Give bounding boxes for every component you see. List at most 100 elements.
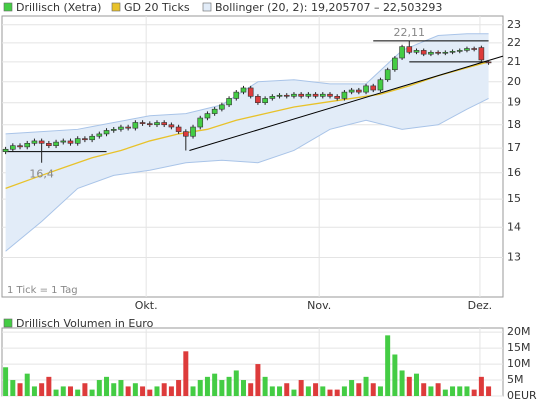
annotation: 22,11 xyxy=(394,26,426,39)
candle-body xyxy=(2,148,9,152)
y-tick-label: 20M xyxy=(507,325,531,338)
volume-bar xyxy=(82,383,88,396)
volume-bar xyxy=(341,386,347,396)
bollinger-lower xyxy=(5,97,489,252)
volume-bar xyxy=(161,383,167,396)
candle-body xyxy=(103,130,110,135)
candle-body xyxy=(384,69,391,81)
candle-body xyxy=(276,94,283,97)
candle-body xyxy=(377,79,384,91)
candle-body xyxy=(327,93,333,97)
y-tick-label: 14 xyxy=(507,220,521,233)
y-tick-label: 18 xyxy=(507,118,521,131)
legend-label: GD 20 Ticks xyxy=(124,1,190,14)
candle-body xyxy=(89,135,95,141)
volume-bar xyxy=(363,376,369,396)
volume-bar xyxy=(31,386,37,396)
candle-body xyxy=(74,138,81,144)
legend-swatch xyxy=(3,2,13,12)
volume-bar xyxy=(385,335,391,396)
y-tick-label: 0EUR xyxy=(507,389,537,401)
candle-body xyxy=(125,126,131,129)
volume-bar xyxy=(219,380,225,396)
y-tick-label: 15 xyxy=(507,192,521,205)
candle-body xyxy=(305,93,312,97)
candle-body xyxy=(449,51,456,53)
candle-body xyxy=(478,47,485,61)
volume-bar xyxy=(370,383,376,396)
candle-body xyxy=(175,126,182,132)
candle-body xyxy=(435,51,441,54)
candle-body xyxy=(46,143,52,146)
y-tick-label: 13 xyxy=(507,250,521,263)
volume-bar xyxy=(60,386,66,396)
candle-body xyxy=(132,122,139,129)
candle-body xyxy=(168,124,175,128)
y-tick-label: 21 xyxy=(507,55,521,68)
volume-bar xyxy=(147,389,153,396)
volume-bar xyxy=(226,376,232,396)
candle-body xyxy=(312,93,319,97)
candle-body xyxy=(413,50,420,53)
candle-body xyxy=(262,98,268,104)
volume-bar xyxy=(377,386,383,396)
volume-bar xyxy=(46,376,52,396)
volume-bar xyxy=(17,383,23,396)
candle-body xyxy=(291,93,297,97)
candle-body xyxy=(146,123,153,126)
volume-bar xyxy=(24,373,30,396)
candle-body xyxy=(204,113,211,119)
volume-bar xyxy=(212,373,218,396)
volume-bar xyxy=(154,386,160,396)
candle-body xyxy=(96,133,103,137)
volume-bar xyxy=(262,376,268,396)
candle-body xyxy=(392,57,398,71)
candle-body xyxy=(269,96,276,99)
candle-body xyxy=(399,46,405,59)
volume-bar xyxy=(190,386,196,396)
volume-bar xyxy=(176,380,182,396)
volume-bar xyxy=(457,386,463,396)
volume-bar xyxy=(140,386,146,396)
volume-bar xyxy=(240,380,246,396)
volume-bar xyxy=(3,367,9,396)
candle-body xyxy=(110,129,117,131)
note: 1 Tick = 1 Tag xyxy=(7,285,78,296)
candle-body xyxy=(38,140,45,144)
volume-title: Drillisch Volumen in Euro xyxy=(16,317,154,330)
legend-label: Drillisch (Xetra) xyxy=(16,1,101,14)
candle-body xyxy=(428,51,434,55)
candle-body xyxy=(219,104,225,110)
legend-label: Bollinger (20, 2): 19,205707 – 22,503293 xyxy=(215,1,442,14)
volume-bar xyxy=(406,376,412,396)
annotation: 16,4 xyxy=(29,168,54,181)
candle-body xyxy=(154,122,160,126)
candle-body xyxy=(139,122,146,124)
x-tick-label: Okt. xyxy=(135,299,158,312)
volume-bar xyxy=(277,386,283,396)
volume-bar xyxy=(334,389,340,396)
candle-body xyxy=(82,138,88,141)
volume-bar xyxy=(104,376,110,396)
volume-bar xyxy=(442,389,448,396)
candle-body xyxy=(118,126,124,130)
candle-body xyxy=(334,96,341,99)
candle-body xyxy=(464,48,470,51)
trend-line xyxy=(189,55,504,151)
volume-bar xyxy=(392,354,398,396)
volume-bar xyxy=(183,351,189,396)
candle-body xyxy=(348,89,355,93)
volume-bar xyxy=(327,389,333,396)
y-tick-label: 19 xyxy=(507,96,521,109)
volume-bar xyxy=(233,370,239,396)
volume-bar xyxy=(132,383,138,396)
candle-body xyxy=(17,145,23,148)
candle-body xyxy=(233,91,240,99)
y-tick-label: 20 xyxy=(507,75,521,88)
candle-body xyxy=(183,131,189,137)
volume-bar xyxy=(204,376,210,396)
y-tick-label: 22 xyxy=(507,36,521,49)
volume-bar xyxy=(111,383,117,396)
volume-bar xyxy=(255,364,261,396)
candle-body xyxy=(255,96,261,104)
